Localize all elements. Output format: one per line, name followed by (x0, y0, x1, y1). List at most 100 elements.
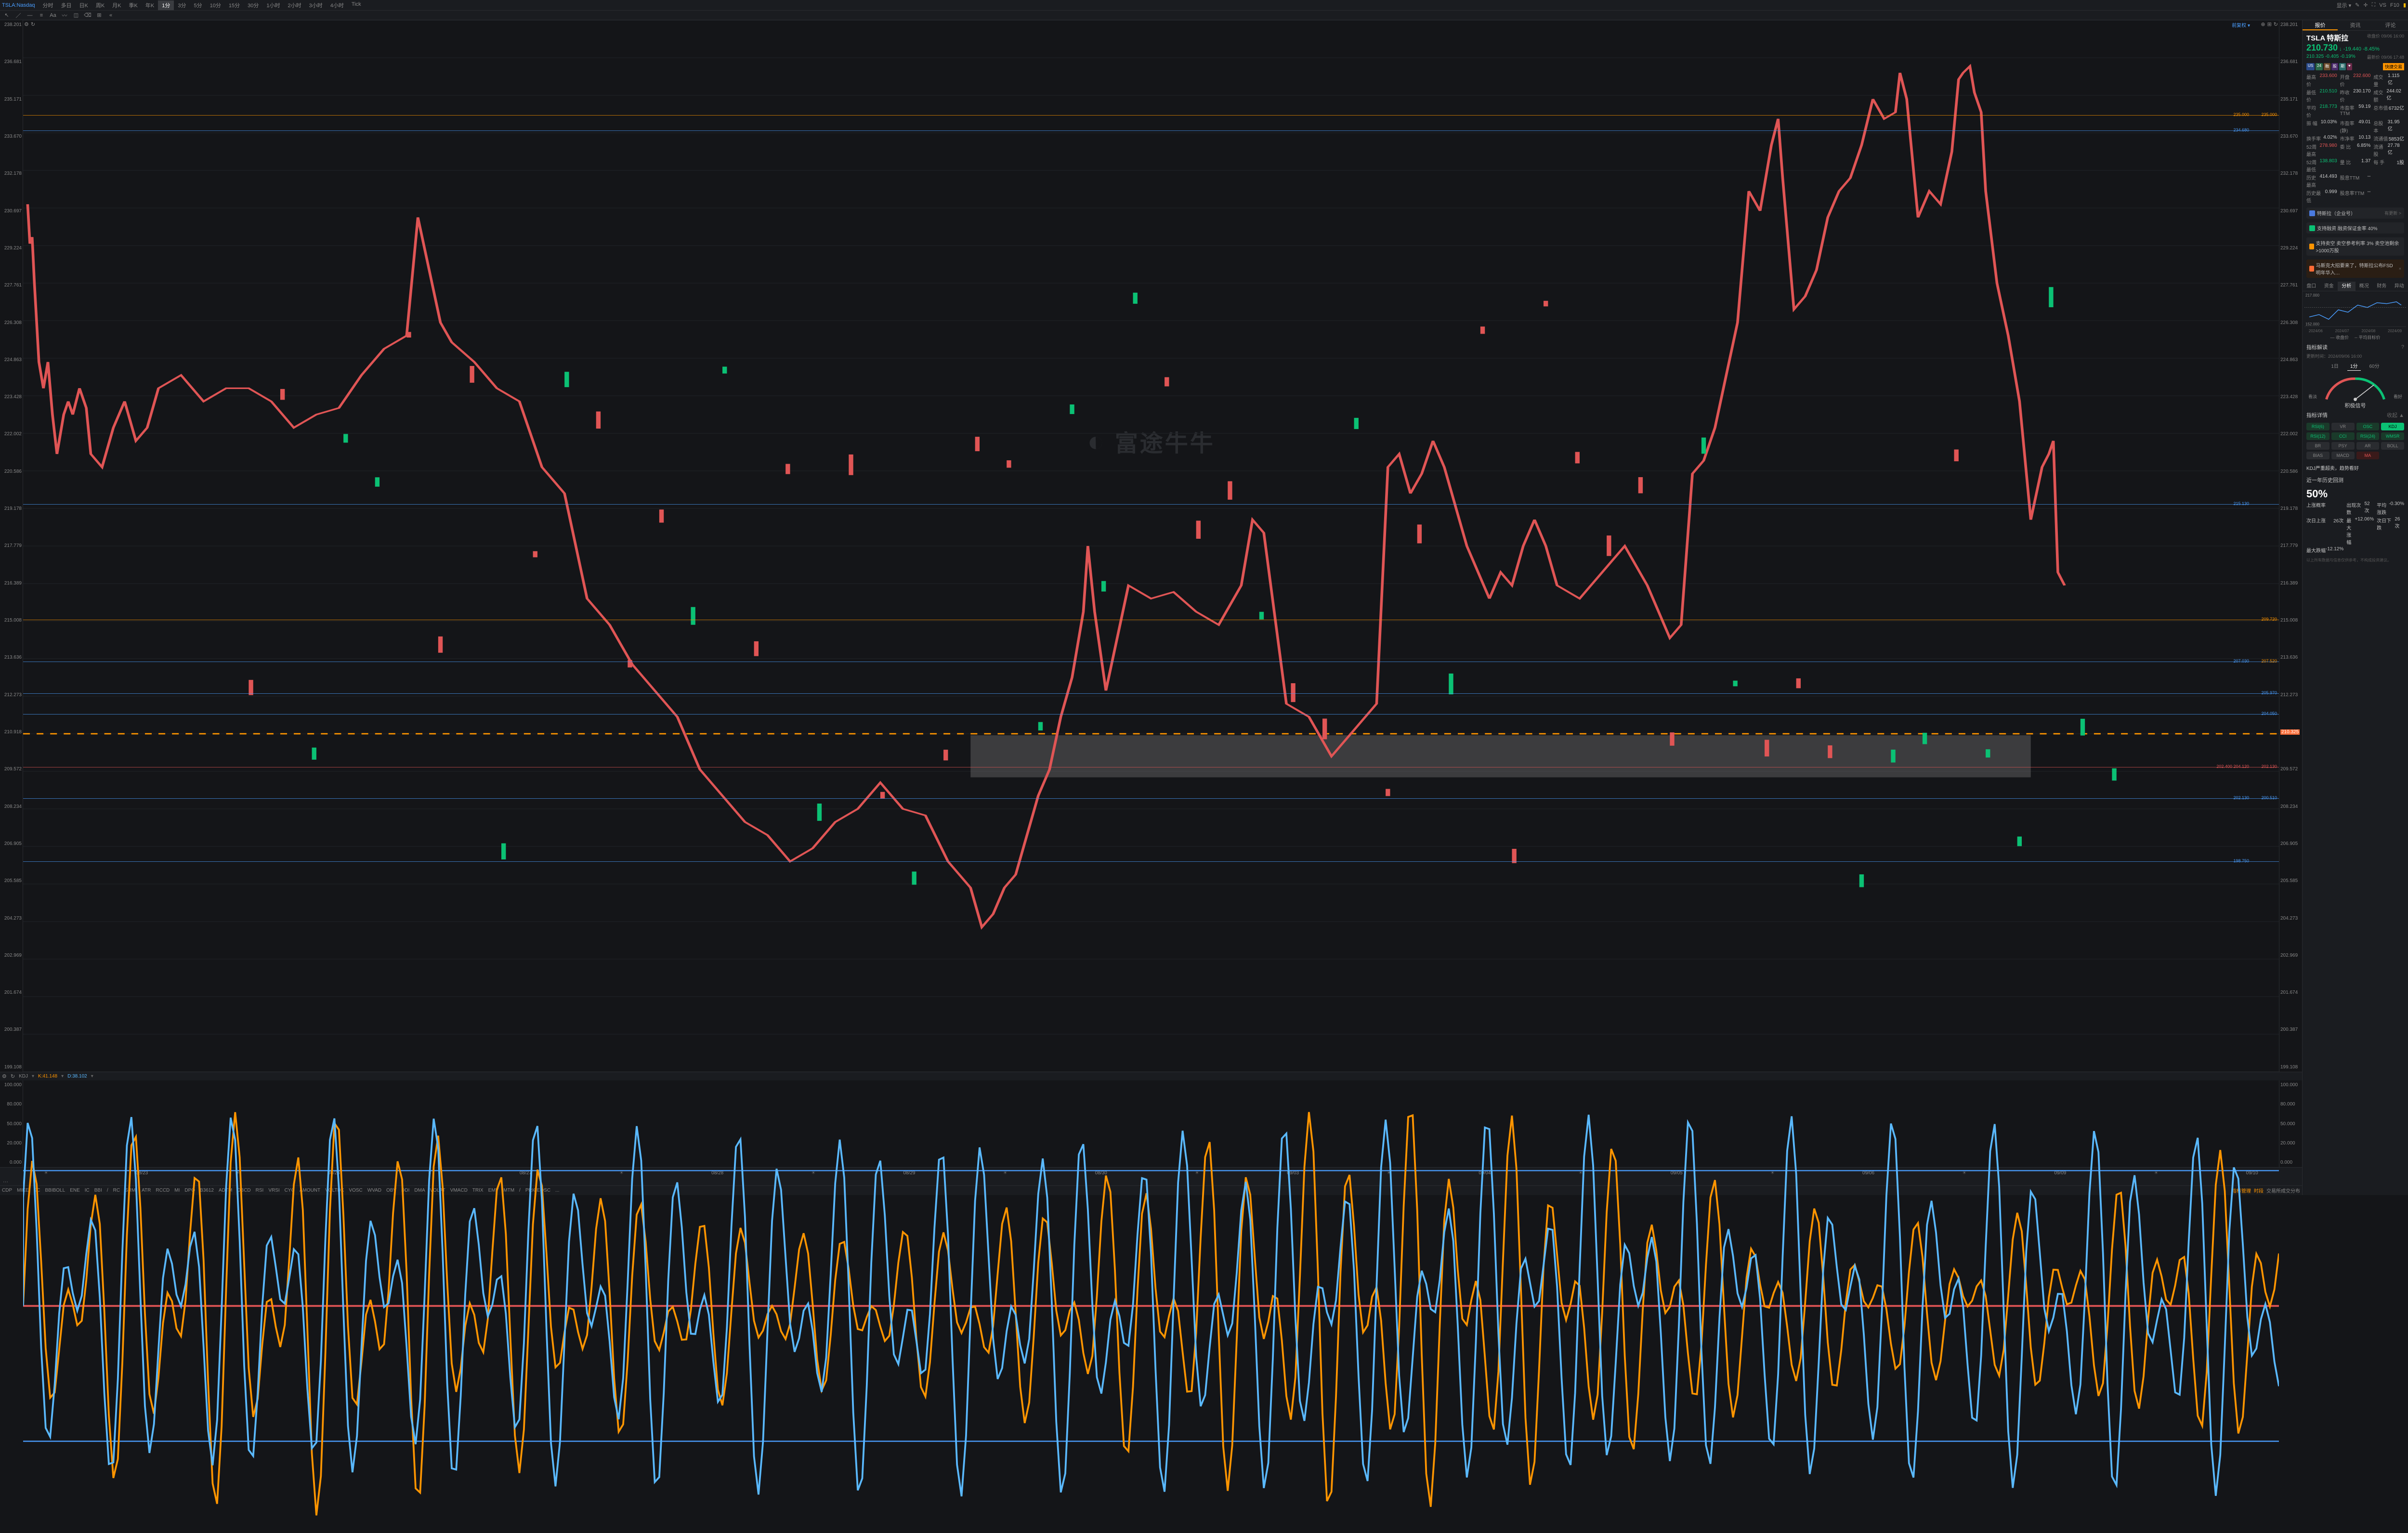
timeframe-3分[interactable]: 3分 (174, 0, 190, 10)
ind-BOLL[interactable]: BOLL (2381, 442, 2404, 450)
fib-tool-icon[interactable]: ≡ (38, 12, 45, 19)
price-line[interactable] (23, 714, 2279, 715)
ind-BR[interactable]: BR (2306, 442, 2329, 450)
measure-tool-icon[interactable]: ◫ (72, 12, 80, 19)
timeframe-日K[interactable]: 日K (75, 0, 92, 10)
kdj-collapse-icon[interactable]: ▾ (32, 1074, 34, 1079)
kdj-chart[interactable] (23, 1080, 2279, 1167)
subtab-异动[interactable]: 异动 (2391, 282, 2408, 291)
yaxis-left: 238.201236.681235.171233.670232.178230.6… (0, 20, 23, 1072)
bars-tool-icon[interactable]: ⊞ (95, 12, 103, 19)
price-line[interactable] (23, 693, 2279, 694)
subtab-盘口[interactable]: 盘口 (2303, 282, 2320, 291)
timeframe-Tick[interactable]: Tick (348, 0, 365, 10)
timeframe-2小时[interactable]: 2小时 (284, 0, 305, 10)
pencil-icon[interactable]: ✎ (2355, 2, 2359, 8)
kdj-description: KDJ严重超卖，趋势看好 (2303, 461, 2408, 474)
symbol-ticker[interactable]: TSLA:Nasdaq (2, 2, 35, 8)
ind-RSI(24)[interactable]: RSI(24) (2356, 432, 2380, 440)
indicator-CDP[interactable]: CDP (2, 1188, 12, 1193)
timeframe-年K[interactable]: 年K (142, 0, 158, 10)
stat-最低价: 最低价210.510 (2306, 89, 2337, 103)
badges-row: US24融股期♥快捷交易 (2303, 62, 2408, 71)
chart-refresh-icon[interactable]: ↻ (31, 21, 35, 27)
hline-tool-icon[interactable]: — (26, 12, 34, 19)
chart-add-icon[interactable]: ⊕ (2261, 21, 2265, 27)
ind-VR[interactable]: VR (2331, 423, 2355, 430)
vs-button[interactable]: VS (2379, 2, 2386, 8)
timeframe-1小时[interactable]: 1小时 (262, 0, 284, 10)
timeframe-分时[interactable]: 分时 (39, 0, 57, 10)
chevron-left-icon[interactable]: « (107, 12, 115, 19)
ind-RSI(12)[interactable]: RSI(12) (2306, 432, 2329, 440)
margin-info-box[interactable]: 支持融资 融资保证金率 40% (2306, 222, 2404, 234)
short-info-box[interactable]: 支持卖空 卖空参考利率 3% 卖空池剩余 >1000万股 (2306, 237, 2404, 256)
timeframe-15分[interactable]: 15分 (225, 0, 244, 10)
mini-chart[interactable]: 217.000 152.000 (2304, 293, 2406, 327)
timeframe-1分[interactable]: 1分 (158, 0, 174, 10)
bookmark-icon[interactable]: ▮ (2403, 2, 2406, 8)
side-tab-资讯[interactable]: 资讯 (2338, 20, 2373, 30)
f10-button[interactable]: F10 (2390, 2, 2399, 8)
trendline-tool-icon[interactable]: ／ (14, 12, 22, 19)
afterhours-chg: -0.405 (2325, 54, 2339, 59)
crosshair-icon[interactable]: ✛ (2363, 2, 2368, 8)
timeframe-10分[interactable]: 10分 (206, 0, 225, 10)
ind-BIAS[interactable]: BIAS (2306, 452, 2329, 459)
stat-股息率TTM: 股息率TTM-- (2340, 189, 2371, 204)
subtab-概况[interactable]: 概况 (2356, 282, 2373, 291)
timeframe-周K[interactable]: 周K (92, 0, 108, 10)
price-line[interactable] (23, 861, 2279, 862)
timeframe-30分[interactable]: 30分 (244, 0, 262, 10)
cursor-tool-icon[interactable]: ↖ (3, 12, 11, 19)
price-line[interactable] (23, 798, 2279, 799)
timeframe-5分[interactable]: 5分 (190, 0, 206, 10)
history-title: 近一年历史回测 (2303, 474, 2408, 486)
ind-RSI(6)[interactable]: RSI(6) (2306, 423, 2329, 430)
afterhours-pct: -0.19% (2340, 54, 2356, 59)
ind-AR[interactable]: AR (2356, 442, 2380, 450)
eraser-tool-icon[interactable]: ⌫ (84, 12, 92, 19)
chart-grid-icon[interactable]: ⊞ (2267, 21, 2272, 27)
side-tab-评论[interactable]: 评论 (2373, 20, 2408, 30)
collapse-button[interactable]: 收起 ▲ (2387, 411, 2404, 419)
ind-MACD[interactable]: MACD (2331, 452, 2355, 459)
brush-tool-icon[interactable]: 〰 (61, 12, 68, 19)
timeframe-月K[interactable]: 月K (108, 0, 125, 10)
subtab-分析[interactable]: 分析 (2338, 282, 2356, 291)
chart-settings-icon[interactable]: ⚙ (24, 21, 29, 27)
subtab-财务[interactable]: 财务 (2373, 282, 2391, 291)
ind-OSC[interactable]: OSC (2356, 423, 2380, 430)
help-icon[interactable]: ? (2401, 344, 2404, 350)
price-chart[interactable]: ⚙↻ 前复权 ▾ ⊕⊞↻ ◐ 富途牛牛 235.000235.000234.68… (23, 20, 2279, 1072)
timeframe-季K[interactable]: 季K (125, 0, 142, 10)
side-tab-报价[interactable]: 报价 (2303, 20, 2338, 30)
chart-refresh2-icon[interactable]: ↻ (2274, 21, 2278, 27)
ind-KDJ[interactable]: KDJ (2381, 423, 2404, 430)
price-line[interactable] (23, 504, 2279, 505)
subtab-资金[interactable]: 资金 (2320, 282, 2338, 291)
text-tool-icon[interactable]: Aa (49, 12, 57, 19)
history-grid: 50%上涨概率出现次数52次平均涨跌-0.30%次日上涨26次最大涨幅+12.0… (2303, 486, 2408, 556)
display-dropdown[interactable]: 显示 ▾ (2337, 1, 2352, 9)
price-line[interactable] (23, 130, 2279, 131)
news-close-icon[interactable]: × (2399, 266, 2401, 271)
kdj-settings-icon[interactable]: ⚙ (2, 1073, 7, 1079)
latest-timestamp: 最新价 09/06 17:48 (2367, 54, 2404, 60)
company-info-box[interactable]: 特斯拉（企业号）有更新 > (2306, 208, 2404, 219)
quick-trade-button[interactable]: 快捷交易 (2383, 63, 2404, 70)
timeframe-4小时[interactable]: 4小时 (327, 0, 348, 10)
timeframe-3小时[interactable]: 3小时 (305, 0, 327, 10)
period-60分[interactable]: 60分 (2367, 361, 2382, 371)
ind-WMSR[interactable]: WMSR (2381, 432, 2404, 440)
period-1日[interactable]: 1日 (2328, 361, 2342, 371)
news-box[interactable]: 马斯克大招要来了，特斯拉公布FSD明年华入…× (2306, 260, 2404, 278)
price-line[interactable] (23, 115, 2279, 116)
expand-icon[interactable]: ⛶ (2372, 2, 2376, 8)
period-1分[interactable]: 1分 (2347, 361, 2361, 371)
ind-MA[interactable]: MA (2356, 452, 2380, 459)
kdj-refresh-icon[interactable]: ↻ (11, 1073, 15, 1079)
ind-CCI[interactable]: CCI (2331, 432, 2355, 440)
timeframe-多日[interactable]: 多日 (57, 0, 75, 10)
ind-PSY[interactable]: PSY (2331, 442, 2355, 450)
